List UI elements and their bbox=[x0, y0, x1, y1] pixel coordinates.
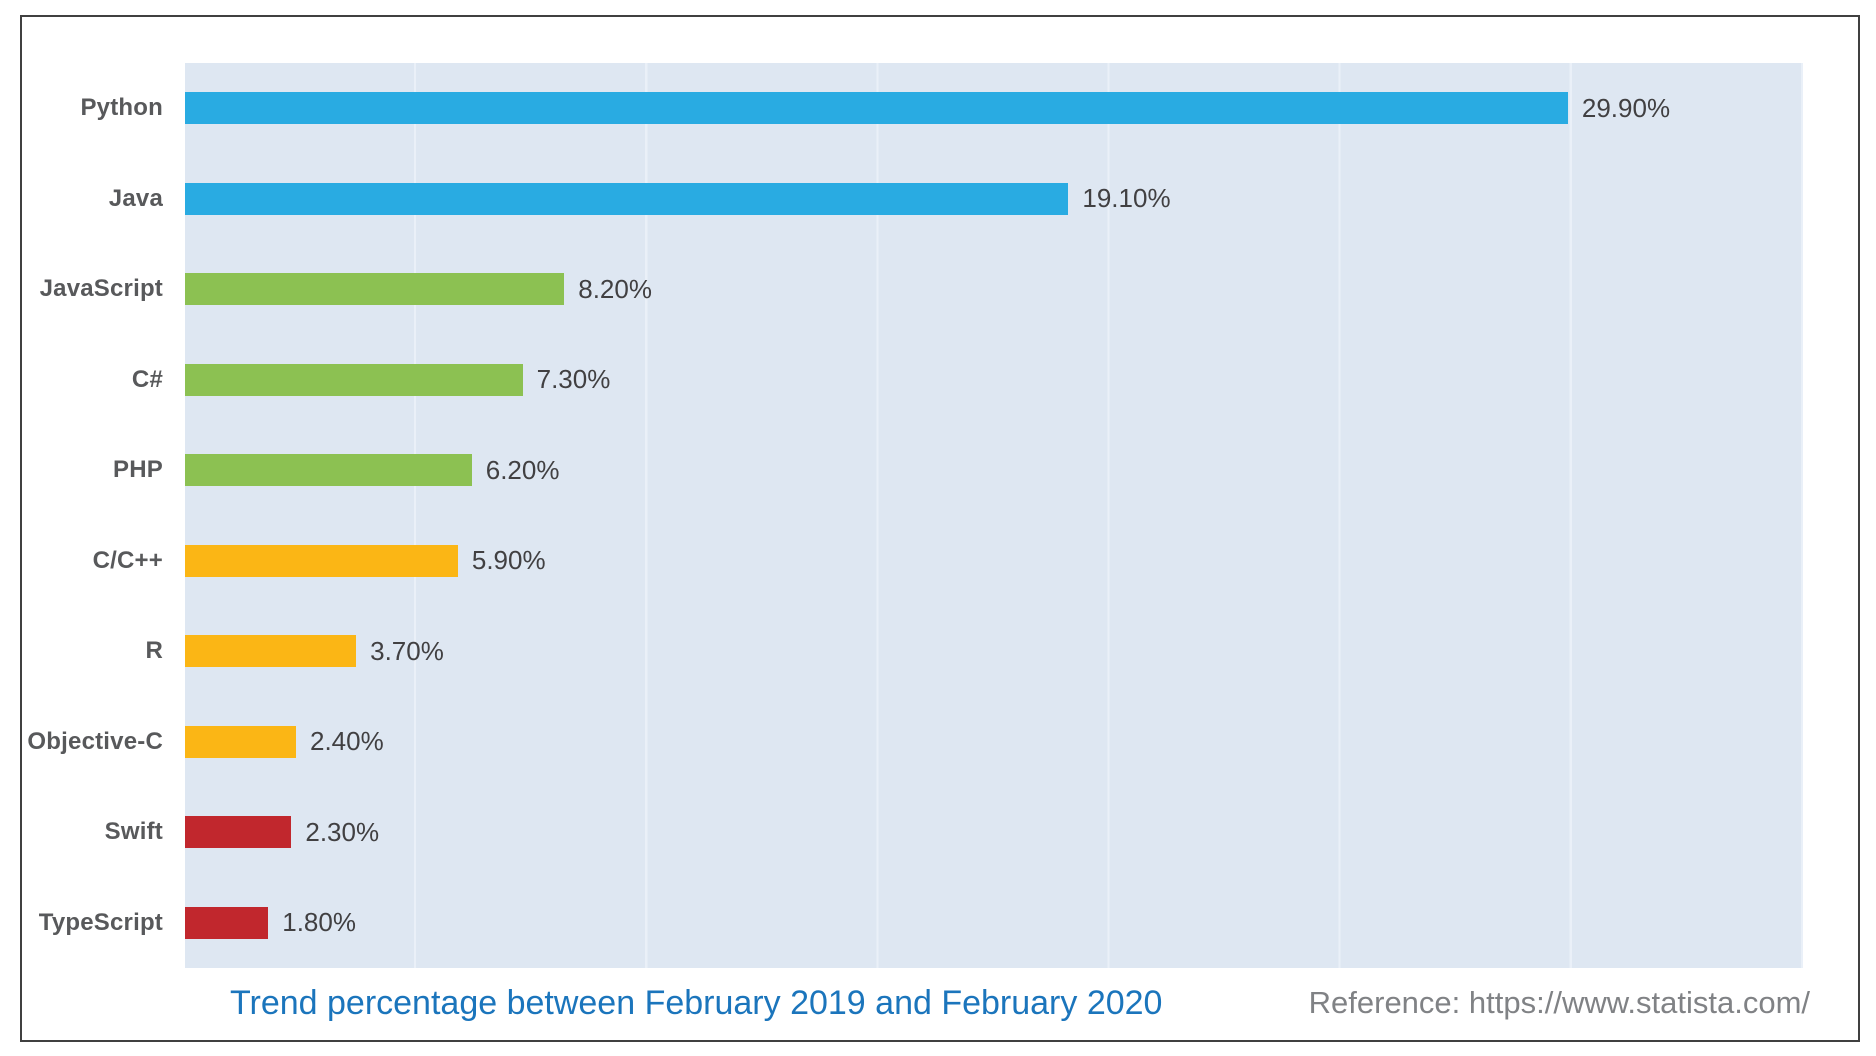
category-label: R bbox=[145, 637, 163, 665]
reference-link: Reference: https://www.statista.com/ bbox=[1308, 985, 1810, 1020]
value-label: 7.30% bbox=[536, 364, 611, 395]
chart-row: Swift 2.30% bbox=[20, 787, 1810, 878]
category-label: Objective-C bbox=[27, 727, 163, 755]
chart-footer: Trend percentage between February 2019 a… bbox=[230, 972, 1810, 1034]
bar-r bbox=[185, 635, 357, 668]
value-label: 5.90% bbox=[471, 545, 546, 576]
category-label: PHP bbox=[113, 456, 163, 484]
category-label: TypeScript bbox=[38, 908, 163, 936]
chart-caption: Trend percentage between February 2019 a… bbox=[230, 983, 1163, 1022]
chart-row: TypeScript 1.80% bbox=[20, 878, 1810, 969]
bar-c-c- bbox=[185, 544, 458, 577]
value-label: 8.20% bbox=[578, 273, 652, 304]
chart-row: Python 29.90% bbox=[20, 63, 1810, 154]
value-label: 6.20% bbox=[485, 454, 560, 485]
value-label: 3.70% bbox=[370, 635, 444, 666]
bar-c- bbox=[185, 363, 523, 396]
bar-typescript bbox=[185, 906, 269, 939]
chart-row: C# 7.30% bbox=[20, 335, 1810, 426]
category-label: JavaScript bbox=[39, 275, 163, 303]
category-label: Java bbox=[108, 184, 163, 212]
bar-python bbox=[185, 92, 1568, 125]
chart-row: JavaScript 8.20% bbox=[20, 244, 1810, 335]
category-label: C/C++ bbox=[92, 546, 163, 574]
value-label: 19.10% bbox=[1082, 183, 1171, 214]
bar-java bbox=[185, 182, 1069, 215]
chart-rows: Python 29.90% Java 19.10% JavaScript 8.20% C# 7… bbox=[20, 63, 1810, 968]
value-label: 2.40% bbox=[310, 726, 384, 757]
value-label: 1.80% bbox=[282, 907, 356, 938]
category-label: Python bbox=[80, 94, 163, 122]
bar-javascript bbox=[185, 273, 565, 306]
value-label: 29.90% bbox=[1581, 92, 1671, 123]
value-label: 2.30% bbox=[305, 816, 380, 847]
bar-objective-c bbox=[185, 725, 296, 758]
chart-row: PHP 6.20% bbox=[20, 425, 1810, 516]
bar-php bbox=[185, 454, 472, 487]
chart-row: Objective-C 2.40% bbox=[20, 697, 1810, 788]
chart-row: C/C++ 5.90% bbox=[20, 516, 1810, 607]
chart-row: Java 19.10% bbox=[20, 154, 1810, 245]
bar-swift bbox=[185, 816, 292, 849]
chart-row: R 3.70% bbox=[20, 606, 1810, 697]
category-label: Swift bbox=[104, 818, 163, 846]
category-label: C# bbox=[131, 365, 163, 393]
